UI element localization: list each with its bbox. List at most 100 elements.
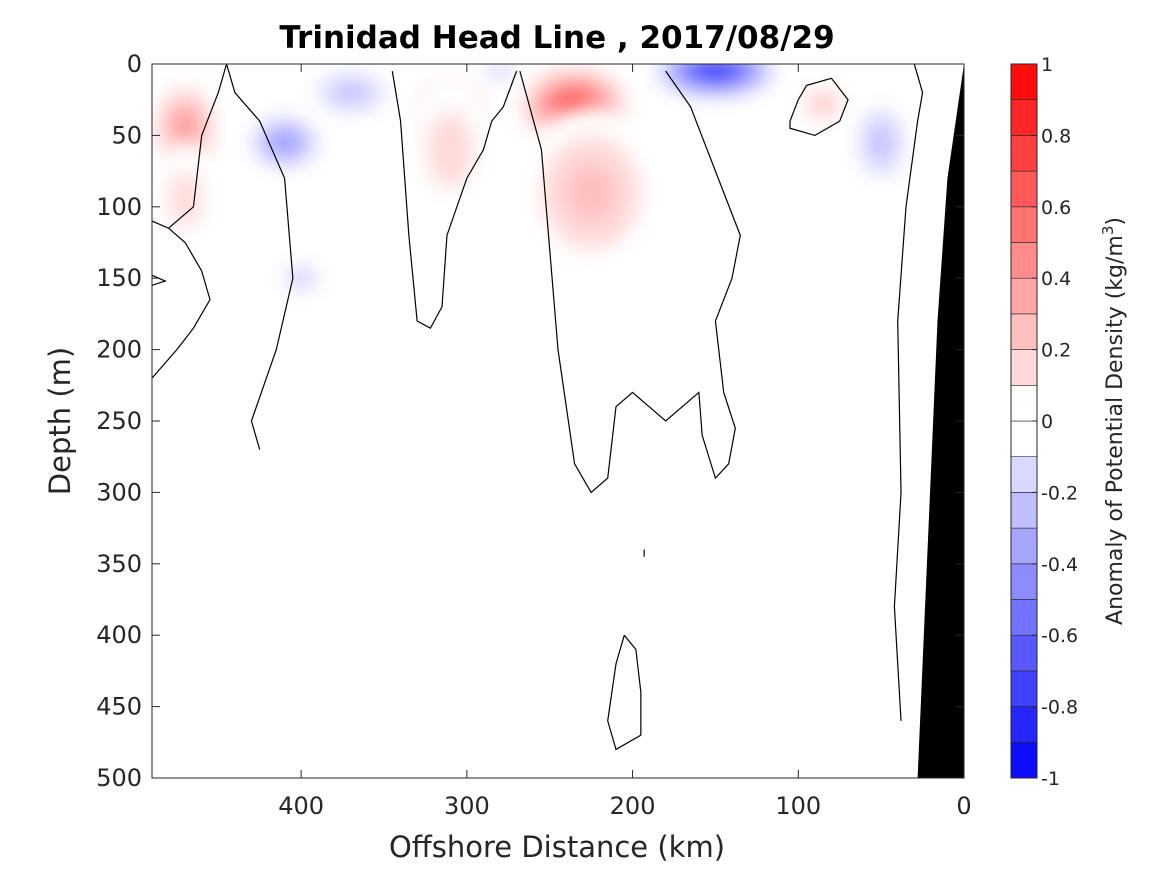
anomaly-feature-negative <box>485 163 532 450</box>
colorbar-swatch <box>1010 563 1038 600</box>
y-tick-label: 450 <box>96 693 142 721</box>
colorbar-tick-label: -0.8 <box>1041 697 1078 719</box>
colorbar-tick-label: 0.8 <box>1041 125 1071 147</box>
x-axis-ticks: 400 300 200 100 0 <box>278 64 972 820</box>
colorbar-swatch <box>1010 349 1038 386</box>
colorbar-tick-label: -0.6 <box>1041 625 1078 647</box>
zero-contour-lens-left <box>152 274 167 286</box>
anomaly-level <box>292 272 310 284</box>
anomaly-feature-positive <box>403 71 497 229</box>
colorbar-swatch <box>1010 99 1038 136</box>
colorbar-tick-label: -0.2 <box>1041 482 1078 504</box>
zero-contour-right-of-red-cell <box>225 64 294 450</box>
anomaly-level <box>708 68 723 74</box>
anomaly-feature-positive <box>152 142 219 257</box>
anomaly-level <box>334 83 368 103</box>
colorbar-tick-label: 0.4 <box>1041 268 1071 290</box>
anomaly-feature-negative <box>234 192 401 507</box>
colorbar-swatch <box>1010 741 1038 779</box>
anomaly-feature-negative <box>475 64 525 83</box>
zero-contour-near-shore <box>893 64 924 721</box>
x-tick-label: 400 <box>278 792 324 820</box>
anomaly-feature-negative <box>243 111 326 174</box>
x-axis-label: Offshore Distance (km) <box>389 830 725 864</box>
anomaly-level <box>732 149 815 207</box>
colorbar-swatch <box>1010 206 1038 243</box>
colorbar-swatch <box>1010 670 1038 707</box>
y-tick-label: 350 <box>96 550 142 578</box>
anomaly-feature-negative <box>732 149 815 207</box>
colorbar-swatch <box>1010 170 1038 208</box>
colorbar-swatch <box>1010 135 1038 172</box>
anomaly-level <box>177 118 193 139</box>
colorbar-ticks: 1 0.8 0.6 0.4 0.2 0 -0.2 -0.4 -0.6 -0.8 -1 <box>1032 54 1078 790</box>
anomaly-level <box>427 110 474 189</box>
colorbar-swatch <box>1010 242 1038 279</box>
colorbar: 1 0.8 0.6 0.4 0.2 0 -0.2 -0.4 -0.6 -0.8 -1 Anomaly… <box>1010 54 1128 790</box>
colorbar-swatch <box>1010 63 1038 101</box>
anomaly-level <box>234 192 401 507</box>
colorbar-label: Anomaly of Potential Density (kg/m3) <box>1099 217 1128 625</box>
colorbar-swatch <box>1010 313 1038 350</box>
colorbar-swatch <box>1010 599 1038 636</box>
y-tick-label: 400 <box>96 621 142 649</box>
anomaly-feature-positive <box>516 106 666 279</box>
zero-contour-finger-310 <box>391 70 518 329</box>
y-tick-label: 500 <box>96 764 142 792</box>
y-axis-label: Depth (m) <box>43 347 77 495</box>
anomaly-level <box>168 171 202 229</box>
anomaly-feature-negative <box>301 64 401 122</box>
anomaly-level <box>485 163 532 450</box>
y-tick-label: 50 <box>111 121 142 149</box>
anomaly-level <box>813 96 834 112</box>
colorbar-swatch <box>1010 492 1038 529</box>
anomaly-feature-negative <box>649 64 782 100</box>
plot-area <box>151 63 965 779</box>
anomaly-level <box>848 268 882 283</box>
y-tick-label: 300 <box>96 478 142 506</box>
anomaly-feature-positive <box>793 82 853 126</box>
anomaly-level <box>856 321 890 407</box>
zero-contour-west <box>152 220 211 379</box>
zero-contours <box>152 64 924 751</box>
x-tick-label: 0 <box>956 792 971 820</box>
chart-title: Trinidad Head Line , 2017/08/29 <box>279 20 834 56</box>
zero-contour-east-of-west-lens <box>168 64 228 229</box>
colorbar-swatch <box>1010 634 1038 672</box>
colorbar-tick-label: -1 <box>1041 768 1060 790</box>
y-tick-label: 100 <box>96 193 142 221</box>
anomaly-feature-negative <box>276 261 326 296</box>
x-tick-label: 200 <box>610 792 656 820</box>
colorbar-label-sup: 3 <box>1099 226 1117 236</box>
colorbar-swatch <box>1010 456 1038 493</box>
colorbar-tick-label: 0 <box>1041 411 1053 433</box>
colorbar-swatch <box>1010 706 1038 743</box>
y-tick-label: 0 <box>127 50 142 78</box>
colorbar-label-main: Anomaly of Potential Density (kg/m <box>1103 235 1128 625</box>
y-tick-label: 250 <box>96 407 142 435</box>
colorbar-tick-label: 1 <box>1041 54 1053 76</box>
zero-contour-east-lens <box>789 77 849 137</box>
anomaly-feature-negative <box>848 92 915 193</box>
colorbar-tick-label: -0.4 <box>1041 554 1078 576</box>
zero-contour-deep-loop <box>607 634 642 751</box>
colorbar-label-close: ) <box>1103 217 1128 226</box>
y-axis-ticks: 0 50 100 150 200 250 300 350 400 450 500 <box>96 50 964 792</box>
anomaly-level <box>566 163 617 222</box>
y-tick-label: 150 <box>96 264 142 292</box>
colorbar-swatch <box>1010 384 1038 422</box>
anomaly-feature-negative <box>856 321 890 407</box>
colorbar-tick-label: 0.2 <box>1041 340 1071 362</box>
zero-contour-finger-200 <box>519 70 741 494</box>
colorbar-swatch <box>1010 527 1038 565</box>
bathymetry-shelf <box>917 64 964 778</box>
x-tick-label: 100 <box>775 792 821 820</box>
colorbar-swatch <box>1010 420 1038 458</box>
anomaly-level <box>276 136 293 149</box>
anomaly-level <box>491 67 509 75</box>
anomaly-level <box>870 125 893 160</box>
colorbar-tick-label: 0.6 <box>1041 197 1071 219</box>
colorbar-swatch <box>1010 277 1038 315</box>
y-tick-label: 200 <box>96 336 142 364</box>
